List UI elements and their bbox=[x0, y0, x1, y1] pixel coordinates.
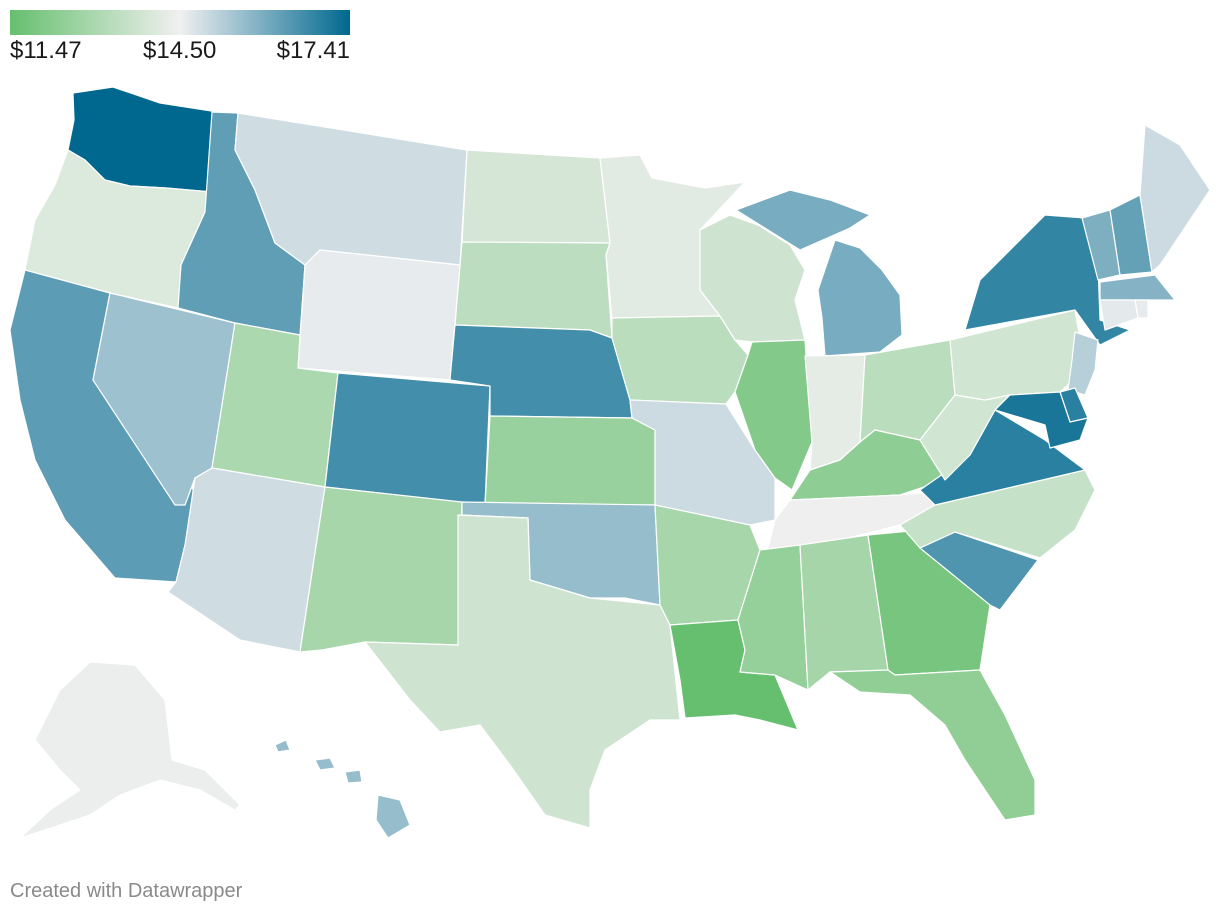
color-legend: $11.47 $14.50 $17.41 bbox=[10, 10, 350, 67]
state-MO[interactable] bbox=[629, 399, 776, 526]
state-KS[interactable] bbox=[484, 415, 656, 506]
state-FL[interactable] bbox=[829, 669, 1036, 821]
state-MI[interactable] bbox=[735, 189, 903, 357]
credit-text: Created with Datawrapper bbox=[10, 880, 243, 902]
state-HI[interactable] bbox=[274, 739, 411, 839]
state-TX[interactable] bbox=[364, 514, 681, 829]
state-ME[interactable] bbox=[1139, 124, 1211, 273]
state-MA[interactable] bbox=[1099, 274, 1176, 301]
state-NJ[interactable] bbox=[1067, 331, 1099, 396]
state-WY[interactable] bbox=[297, 249, 461, 381]
state-AK[interactable] bbox=[19, 661, 241, 839]
state-ND[interactable] bbox=[461, 149, 611, 244]
legend-mid-label: $14.50 bbox=[143, 37, 217, 64]
legend-max-label: $17.41 bbox=[276, 37, 350, 64]
state-CT[interactable] bbox=[1099, 299, 1139, 331]
state-WI[interactable] bbox=[699, 214, 806, 343]
state-CO[interactable] bbox=[324, 372, 491, 506]
legend-min-label: $11.47 bbox=[10, 37, 82, 64]
state-SD[interactable] bbox=[454, 241, 613, 339]
state-MD[interactable] bbox=[994, 391, 1089, 449]
legend-gradient-bar bbox=[10, 10, 350, 35]
state-NM[interactable] bbox=[299, 486, 463, 653]
